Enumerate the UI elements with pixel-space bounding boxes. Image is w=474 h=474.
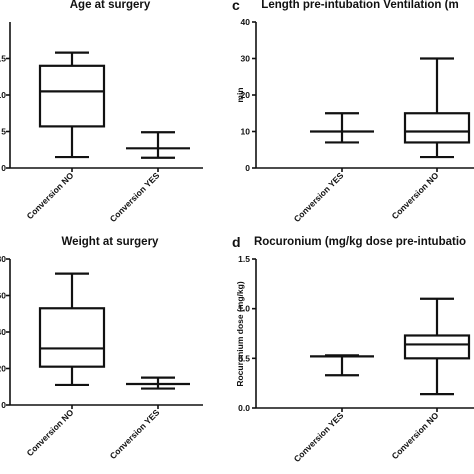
y-axis-label: min [235,87,245,102]
iqr-box [38,307,106,368]
panel-b: Weight at surgery 0 20 40 60 80 Conversion NO C… [0,236,203,461]
y-tick-label: 5 [1,127,6,137]
y-tick-label: 1.0 [238,304,250,314]
chart-title: Length pre-intubation Ventilation (m [261,0,458,11]
y-tick-label: 80 [0,254,6,264]
x-category-label: Conversion YES [292,170,346,224]
y-tick-label: 10 [241,127,251,137]
panel-letter: c [232,0,240,13]
box-plot-c-2 [403,57,471,159]
panel-d: Rocuronium (mg/kg dose pre-intubatio d Roc… [232,234,474,464]
y-tick-label: 60 [0,291,6,301]
x-category-label: Conversion NO [390,410,441,461]
panel-c: Length pre-intubation Ventilation (m c min… [232,0,474,224]
chart-title: Weight at surgery [62,236,160,248]
box-plot-b-2 [126,376,190,390]
iqr-box [403,334,471,360]
y-tick-label: 30 [241,54,251,64]
panel-letter: d [232,234,241,250]
y-tick-label: 0.5 [238,353,250,363]
x-category-label: Conversion YES [108,170,162,224]
y-tick-label: 10 [0,90,6,100]
y-tick-label: 0.0 [238,403,250,413]
iqr-box [403,112,471,144]
y-tick-label: 1.5 [238,254,250,264]
y-tick-label: 0 [1,400,6,410]
y-tick-label: 20 [241,90,251,100]
box-plot-c-1 [310,112,374,144]
box-plot-b-1 [38,272,106,387]
y-tick-label: 15 [0,54,6,64]
box-plot-d-2 [403,297,471,396]
y-tick-label: 20 [0,364,6,374]
chart-title: Rocuronium (mg/kg dose pre-intubatio [254,236,466,248]
panel-a: Age at surgery 0 5 10 15 Conversion NO Convers… [0,0,203,224]
x-category-label: Conversion NO [25,170,76,221]
y-tick-label: 0 [245,163,250,173]
y-axis-label: Rocuronium dose (mg/kg) [235,281,245,386]
box-plot-a-1 [38,51,106,159]
iqr-box [38,64,106,128]
box-plot-a-2 [126,131,190,159]
x-category-label: Conversion YES [108,407,162,461]
y-tick-label: 40 [241,17,251,27]
y-tick-label: 0 [1,163,6,173]
x-category-label: Conversion NO [390,170,441,221]
y-tick-label: 40 [0,327,6,337]
chart-title: Age at surgery [70,0,151,11]
box-plot-d-1 [310,354,374,377]
x-category-label: Conversion YES [292,410,346,464]
x-category-label: Conversion NO [25,407,76,458]
